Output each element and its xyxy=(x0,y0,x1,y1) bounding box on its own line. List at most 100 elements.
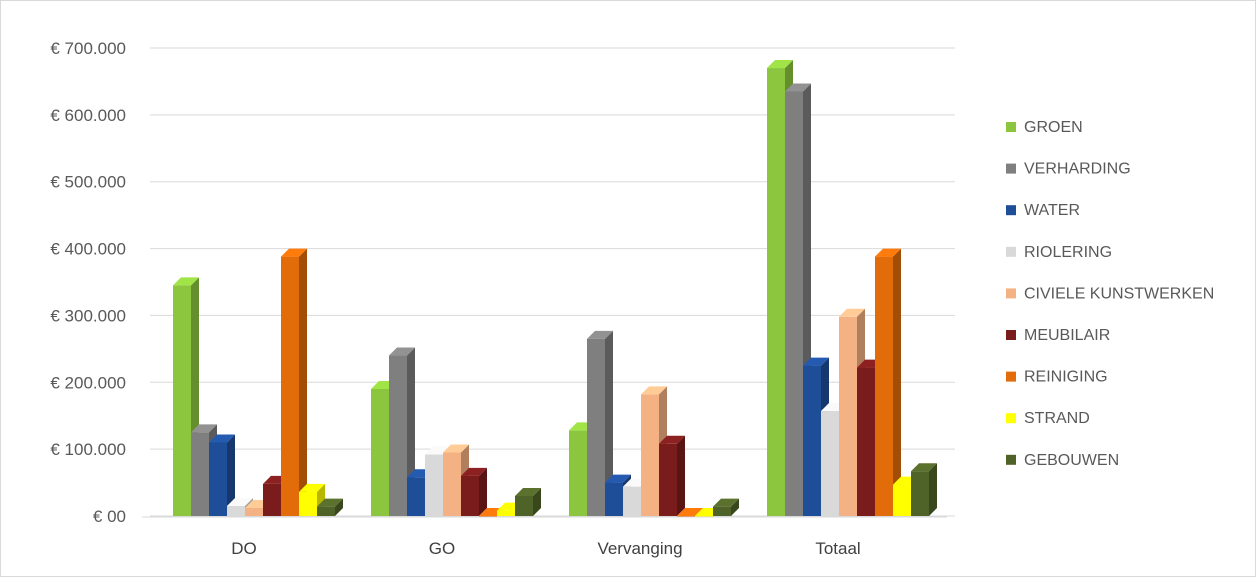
bar-side xyxy=(605,330,613,516)
bar-side xyxy=(227,434,235,516)
bar xyxy=(587,330,613,516)
bar xyxy=(515,487,541,516)
bar-top xyxy=(191,424,217,433)
bar-top xyxy=(839,308,865,317)
bar-front xyxy=(893,484,911,516)
bar-front xyxy=(389,355,407,516)
bar-top xyxy=(461,467,487,476)
legend-label: REINIGING xyxy=(1024,369,1108,386)
bar-front xyxy=(371,388,389,516)
bar-front xyxy=(839,316,857,516)
bar-front xyxy=(173,285,191,516)
bar-front xyxy=(299,491,317,516)
x-category-label: Vervanging xyxy=(597,539,682,558)
legend-swatch xyxy=(1006,205,1016,216)
bar-front xyxy=(479,516,497,517)
bar xyxy=(209,434,235,516)
bar-top xyxy=(659,435,685,444)
bar-side xyxy=(533,487,541,516)
bar-top xyxy=(677,508,703,516)
bar xyxy=(659,435,685,516)
bar-top xyxy=(173,277,199,286)
bar xyxy=(461,467,487,516)
legend: GROEN VERHARDING WATER RIOLERING CIVIELE KUN… xyxy=(1006,119,1214,469)
bar-top xyxy=(767,60,793,69)
legend-item: VERHARDING xyxy=(1006,161,1131,178)
bar-front xyxy=(659,443,677,516)
bar-front xyxy=(191,432,209,516)
bar-side xyxy=(479,467,487,516)
legend-swatch xyxy=(1006,246,1016,257)
legend-label: VERHARDING xyxy=(1024,161,1131,178)
legend-label: WATER xyxy=(1024,202,1080,219)
bar-top xyxy=(641,386,667,395)
bar xyxy=(317,498,343,516)
y-tick-label: € 100.000 xyxy=(50,440,126,459)
legend-swatch xyxy=(1006,163,1016,174)
bar-front xyxy=(587,338,605,516)
x-category-label: DO xyxy=(231,539,257,558)
bar-top xyxy=(911,463,937,472)
legend-item: REINIGING xyxy=(1006,369,1108,386)
y-tick-label: € 600.000 xyxy=(50,106,126,125)
bar-front xyxy=(767,68,785,517)
bar xyxy=(299,483,325,516)
bar-top xyxy=(605,474,631,483)
bar-top xyxy=(299,483,325,492)
bar-top xyxy=(803,357,829,366)
bar-front xyxy=(443,452,461,516)
bar xyxy=(713,498,739,516)
bar xyxy=(677,508,703,517)
bar-front xyxy=(623,486,641,516)
legend-label: GROEN xyxy=(1024,119,1083,136)
bar-top xyxy=(875,248,901,257)
bar-front xyxy=(407,477,425,516)
bar-side xyxy=(929,463,937,516)
legend-swatch xyxy=(1006,413,1016,424)
bar-front xyxy=(803,365,821,516)
legend-label: CIVIELE KUNSTWERKEN xyxy=(1024,285,1214,302)
legend-item: GROEN xyxy=(1006,119,1083,136)
bar-side xyxy=(299,248,307,516)
bar-top xyxy=(443,444,469,453)
bar-front xyxy=(515,495,533,516)
bar-front xyxy=(911,471,929,516)
bar-top xyxy=(317,498,343,507)
legend-item: RIOLERING xyxy=(1006,244,1112,261)
bar-top xyxy=(785,83,811,92)
bar-front xyxy=(785,91,803,516)
bar-front xyxy=(821,411,839,516)
legend-swatch xyxy=(1006,371,1016,382)
bar-top xyxy=(713,498,739,507)
bar-front xyxy=(713,506,731,516)
bar-front xyxy=(641,394,659,516)
bar-side xyxy=(893,248,901,516)
legend-swatch xyxy=(1006,122,1016,132)
legend-label: STRAND xyxy=(1024,410,1090,427)
bar xyxy=(911,463,937,516)
bar-front xyxy=(209,442,227,516)
bar-top xyxy=(281,248,307,257)
y-tick-label: € 500.000 xyxy=(50,173,126,192)
bar-side xyxy=(677,435,685,516)
y-tick-label: € 00 xyxy=(93,507,126,526)
bar-side xyxy=(731,498,739,516)
legend-item: WATER xyxy=(1006,202,1080,219)
bar-top xyxy=(227,497,253,506)
y-tick-label: € 700.000 xyxy=(50,39,126,58)
bar-front xyxy=(227,505,245,516)
bar-top xyxy=(515,487,541,496)
bar-front xyxy=(281,256,299,516)
bar-front xyxy=(317,506,335,516)
y-axis-tick-labels: € 00 € 100.000 € 200.000 € 300.000 € 400.000… xyxy=(50,39,126,526)
y-tick-label: € 400.000 xyxy=(50,240,126,259)
bar-front xyxy=(263,483,281,516)
bars xyxy=(173,60,937,517)
legend-label: MEUBILAIR xyxy=(1024,327,1110,344)
x-category-label: GO xyxy=(429,539,455,558)
bar-front xyxy=(497,510,515,516)
x-axis-category-labels: DO GO Vervanging Totaal xyxy=(231,539,860,558)
bar-front xyxy=(569,430,587,516)
bar xyxy=(281,248,307,516)
bar-front xyxy=(677,516,695,517)
